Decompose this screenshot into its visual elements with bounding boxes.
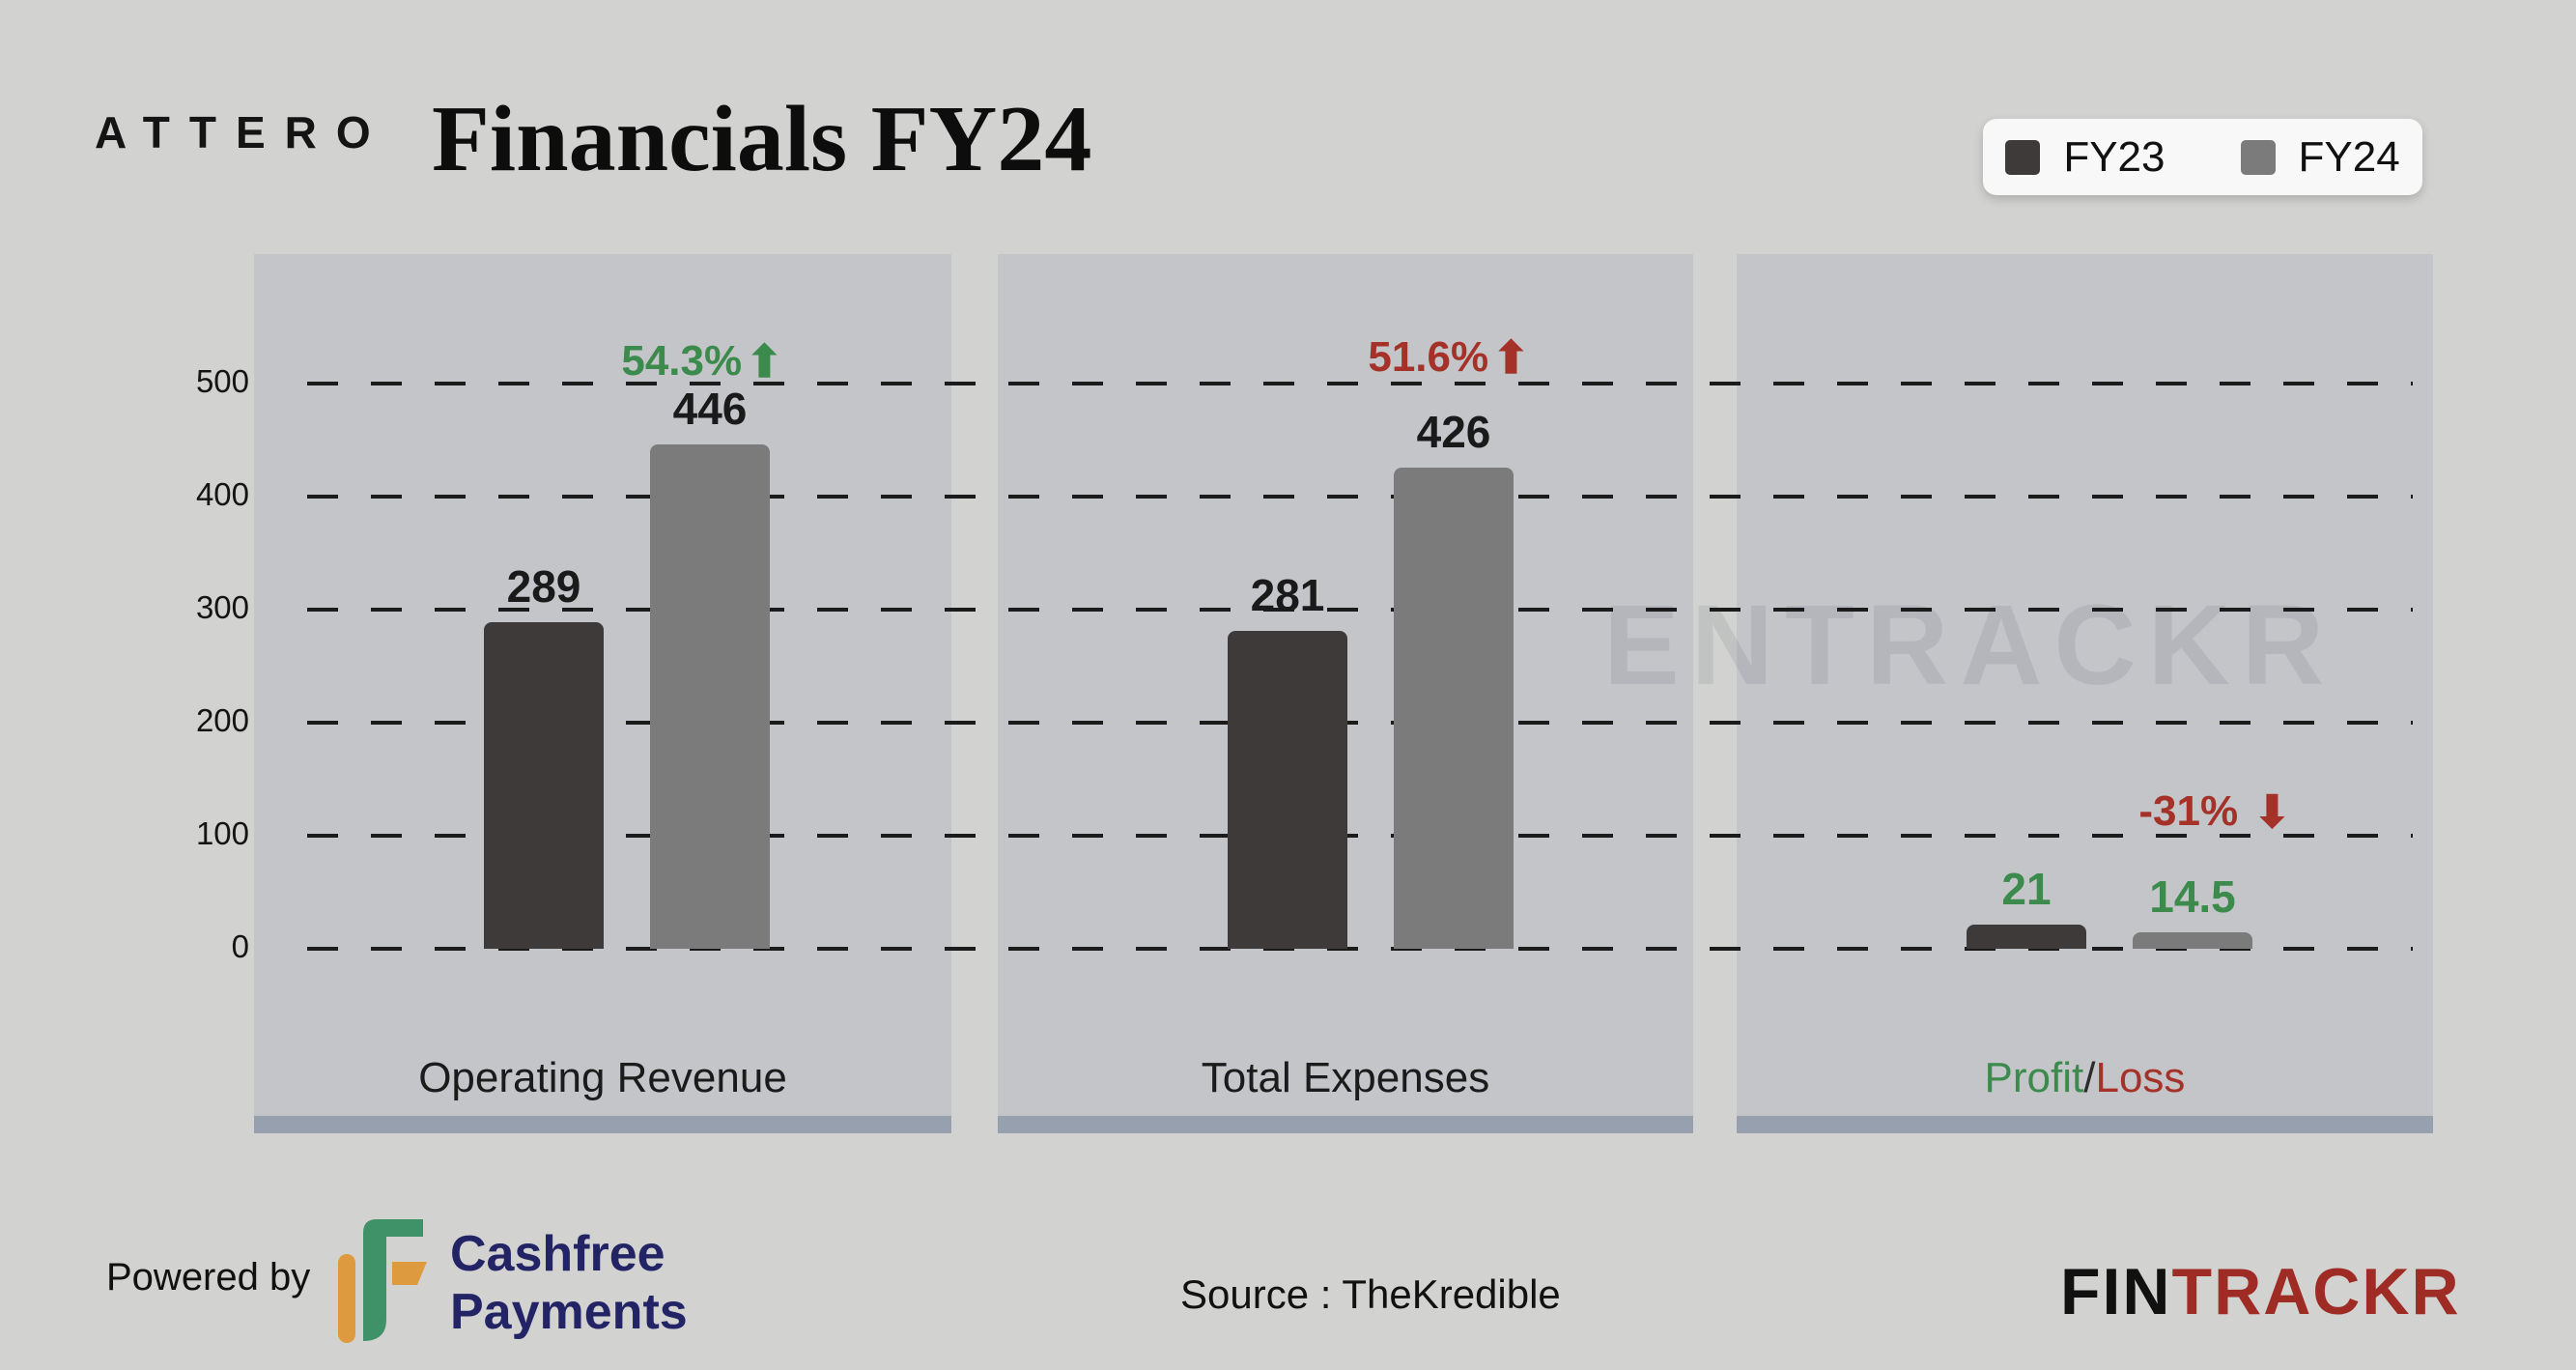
legend-label-fy23: FY23 xyxy=(2063,132,2166,181)
fintrackr-trackr: TRACKR xyxy=(2171,1255,2461,1328)
gridline-100 xyxy=(307,834,2413,838)
attero-logo: ATTERO xyxy=(95,107,390,157)
change-percent: 54.3% xyxy=(621,337,743,385)
panel-profit-loss: -31% ⬇ 21 14.5 Profit/Loss xyxy=(1737,254,2433,1116)
profit-loss-slash: / xyxy=(2083,1054,2096,1101)
value-label-fy23: 21 xyxy=(2001,864,2052,915)
profit-label: Profit xyxy=(1984,1054,2084,1101)
page-title: Financials FY24 xyxy=(432,87,1092,191)
powered-by-label: Powered by xyxy=(106,1256,311,1299)
source-label: Source : TheKredible xyxy=(1180,1271,1561,1317)
bar-fy23-total-expenses xyxy=(1228,631,1347,949)
bar-fy23-profit-loss xyxy=(1967,925,2086,949)
panel-shadow-strip xyxy=(254,1116,951,1133)
legend-label-fy24: FY24 xyxy=(2298,132,2400,181)
y-axis-tick-0: 0 xyxy=(231,928,249,964)
gridline-200 xyxy=(307,721,2413,725)
y-axis-tick-200: 200 xyxy=(195,702,249,738)
cashfree-wordmark: Cashfree Payments xyxy=(450,1225,688,1341)
change-badge-total-expenses: 51.6% ⬆ xyxy=(1368,331,1529,384)
fintrackr-fin: FIN xyxy=(2060,1255,2172,1328)
gridline-500 xyxy=(307,382,2413,385)
fy23-swatch-icon xyxy=(2005,139,2041,175)
change-percent: 51.6% xyxy=(1368,333,1489,381)
bar-fy23-operating-revenue xyxy=(484,621,604,949)
cashfree-line1: Cashfree xyxy=(450,1226,665,1282)
legend: FY23 FY24 xyxy=(1983,119,2422,195)
panel-shadow-strip xyxy=(998,1116,1693,1133)
value-label-fy23: 281 xyxy=(1250,570,1325,621)
legend-item-fy23: FY23 xyxy=(2005,132,2166,182)
bar-fy24-profit-loss xyxy=(2133,932,2252,949)
loss-label: Loss xyxy=(2095,1054,2186,1101)
gridline-400 xyxy=(307,495,2413,499)
change-up-arrow-icon: ⬆ xyxy=(1492,332,1530,383)
fintrackr-logo: FINTRACKR xyxy=(2060,1254,2461,1329)
value-label-fy24: 14.5 xyxy=(2149,871,2236,923)
gridline-300 xyxy=(307,608,2413,612)
y-axis-tick-300: 300 xyxy=(195,589,249,625)
value-label-fy24: 446 xyxy=(672,384,748,435)
change-badge-profit-loss: -31% ⬇ xyxy=(2138,785,2290,838)
panel-shadow-strip xyxy=(1737,1116,2433,1133)
change-percent: -31% xyxy=(2138,787,2239,835)
panel-total-expenses: 51.6% ⬆ 281 426 Total Expenses xyxy=(998,254,1693,1116)
bar-fy24-operating-revenue xyxy=(650,444,770,949)
category-label-total-expenses: Total Expenses xyxy=(1201,1054,1490,1101)
category-label-profit-loss: Profit/Loss xyxy=(1737,1054,2433,1102)
legend-item-fy24: FY24 xyxy=(2240,132,2400,182)
change-down-arrow-icon: ⬇ xyxy=(2253,786,2291,837)
y-axis-tick-500: 500 xyxy=(195,363,249,399)
entrackr-watermark: ENTRACKR xyxy=(1603,582,2336,709)
cashfree-logo-icon xyxy=(338,1219,427,1343)
y-axis-tick-100: 100 xyxy=(195,815,249,851)
panel-operating-revenue: 54.3% ⬆ 289 446 Operating Revenue xyxy=(254,254,951,1116)
gridline-0 xyxy=(307,947,2413,951)
value-label-fy24: 426 xyxy=(1416,406,1491,457)
change-up-arrow-icon: ⬆ xyxy=(746,336,783,386)
category-label-operating-revenue: Operating Revenue xyxy=(418,1054,787,1101)
change-badge-operating-revenue: 54.3% ⬆ xyxy=(621,335,782,387)
value-label-fy23: 289 xyxy=(506,560,581,612)
bar-fy24-total-expenses xyxy=(1394,467,1514,949)
cashfree-line2: Payments xyxy=(450,1284,688,1340)
fy24-swatch-icon xyxy=(2240,139,2276,175)
y-axis-tick-400: 400 xyxy=(195,476,249,512)
